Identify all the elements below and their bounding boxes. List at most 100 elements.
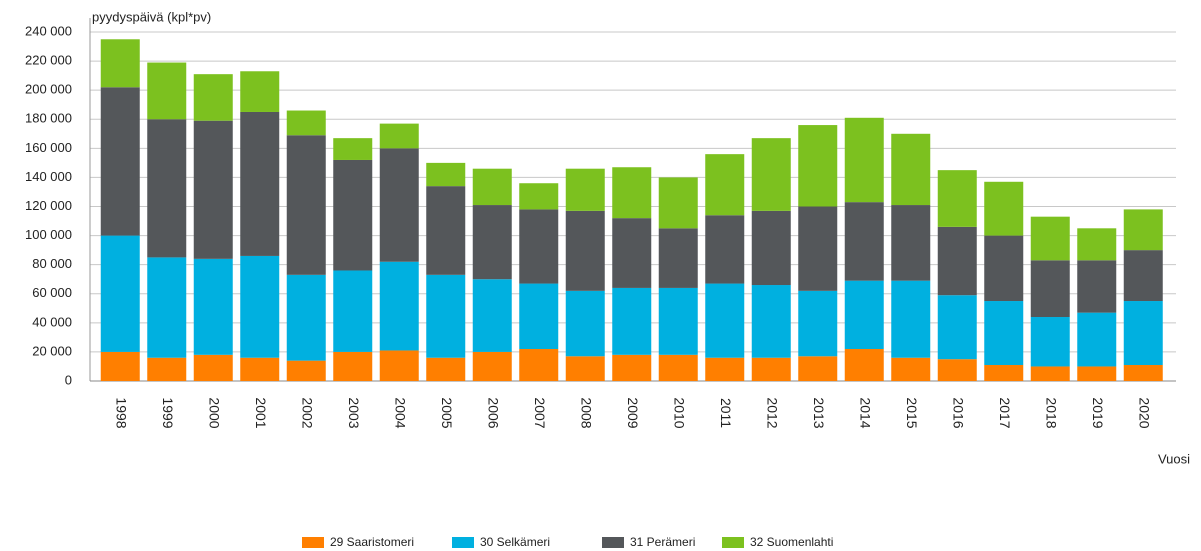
x-tick-label: 2009 bbox=[625, 397, 641, 428]
bar-segment bbox=[286, 135, 326, 275]
x-tick-label: 2011 bbox=[718, 398, 734, 428]
x-tick-label: 2012 bbox=[765, 397, 781, 428]
bar-segment bbox=[751, 357, 791, 381]
legend-swatch bbox=[452, 537, 474, 548]
x-tick-label: 2017 bbox=[997, 397, 1013, 428]
bar-segment bbox=[565, 210, 605, 291]
bar-segment bbox=[147, 119, 187, 258]
bar-segment bbox=[1123, 209, 1163, 251]
bar-segment bbox=[658, 287, 698, 355]
y-tick-label: 60 000 bbox=[32, 285, 72, 300]
bar-segment bbox=[984, 235, 1024, 302]
x-tick-label: 2001 bbox=[253, 397, 269, 428]
bar-segment bbox=[565, 290, 605, 357]
bar-segment bbox=[844, 349, 884, 381]
x-tick-label: 2007 bbox=[532, 397, 548, 428]
bar-segment bbox=[1077, 366, 1117, 381]
y-axis-label: pyydyspäivä (kpl*pv) bbox=[92, 9, 211, 24]
legend-label: 29 Saaristomeri bbox=[330, 535, 414, 549]
bar-segment bbox=[426, 357, 466, 381]
bar-segment bbox=[1030, 216, 1070, 261]
y-tick-label: 120 000 bbox=[25, 198, 72, 213]
bar-segment bbox=[100, 87, 140, 236]
y-tick-label: 140 000 bbox=[25, 169, 72, 184]
y-tick-label: 180 000 bbox=[25, 111, 72, 126]
bar-segment bbox=[937, 295, 977, 360]
bar-segment bbox=[891, 280, 931, 358]
bar-segment bbox=[937, 226, 977, 296]
bar-segment bbox=[751, 138, 791, 211]
bar-segment bbox=[333, 159, 373, 271]
bar-segment bbox=[193, 258, 233, 355]
bar-segment bbox=[984, 181, 1024, 236]
x-tick-label: 2020 bbox=[1137, 397, 1153, 428]
bar-segment bbox=[751, 210, 791, 286]
bar-segment bbox=[1077, 312, 1117, 367]
bar-segment bbox=[1123, 365, 1163, 381]
bar-segment bbox=[193, 120, 233, 259]
x-tick-label: 2008 bbox=[579, 397, 595, 428]
y-tick-label: 220 000 bbox=[25, 53, 72, 68]
bar-segment bbox=[519, 349, 559, 381]
bar-segment bbox=[798, 290, 838, 357]
bar-segment bbox=[333, 270, 373, 352]
y-tick-label: 0 bbox=[65, 372, 72, 387]
bar-segment bbox=[844, 117, 884, 203]
bar-segment bbox=[565, 356, 605, 381]
y-tick-label: 20 000 bbox=[32, 343, 72, 358]
bar-segment bbox=[240, 357, 280, 381]
y-tick-label: 40 000 bbox=[32, 314, 72, 329]
bar-segment bbox=[891, 205, 931, 281]
x-tick-label: 2005 bbox=[439, 397, 455, 428]
x-tick-label: 2004 bbox=[393, 397, 409, 428]
y-tick-label: 200 000 bbox=[25, 82, 72, 97]
bar-segment bbox=[751, 285, 791, 358]
x-tick-label: 2002 bbox=[300, 397, 316, 428]
bar-segment bbox=[658, 177, 698, 229]
x-tick-label: 2014 bbox=[858, 397, 874, 428]
bar-segment bbox=[1123, 301, 1163, 366]
bar-segment bbox=[984, 301, 1024, 366]
bar-segment bbox=[705, 215, 745, 284]
bar-segment bbox=[937, 359, 977, 381]
bar-segment bbox=[100, 235, 140, 352]
bar-segment bbox=[379, 148, 419, 262]
bar-segment bbox=[937, 170, 977, 227]
bar-segment bbox=[519, 209, 559, 284]
bar-segment bbox=[286, 274, 326, 361]
x-tick-label: 2000 bbox=[207, 397, 223, 428]
bar-segment bbox=[240, 71, 280, 112]
bar-segment bbox=[286, 110, 326, 136]
legend-swatch bbox=[602, 537, 624, 548]
bar-segment bbox=[1077, 260, 1117, 313]
x-tick-label: 2019 bbox=[1090, 397, 1106, 428]
bar-segment bbox=[891, 133, 931, 206]
bar-segment bbox=[612, 218, 652, 288]
bar-segment bbox=[798, 206, 838, 291]
y-tick-label: 100 000 bbox=[25, 227, 72, 242]
bar-segment bbox=[844, 280, 884, 350]
bar-segment bbox=[472, 351, 512, 381]
bar-segment bbox=[333, 351, 373, 381]
x-tick-label: 2006 bbox=[486, 397, 502, 428]
bar-segment bbox=[147, 357, 187, 381]
bar-segment bbox=[240, 111, 280, 256]
x-tick-label: 2016 bbox=[951, 397, 967, 428]
bar-segment bbox=[984, 365, 1024, 381]
bar-segment bbox=[426, 162, 466, 187]
bar-segment bbox=[1123, 250, 1163, 302]
x-tick-label: 2010 bbox=[672, 397, 688, 428]
bar-segment bbox=[891, 357, 931, 381]
x-axis-label: Vuosi bbox=[1158, 451, 1190, 466]
bar-segment bbox=[100, 39, 140, 88]
bar-segment bbox=[333, 138, 373, 160]
legend-label: 32 Suomenlahti bbox=[750, 535, 833, 549]
x-tick-label: 2013 bbox=[811, 397, 827, 428]
bar-segment bbox=[426, 274, 466, 358]
x-tick-label: 2015 bbox=[904, 397, 920, 428]
bar-segment bbox=[379, 261, 419, 351]
bar-segment bbox=[565, 168, 605, 211]
bar-segment bbox=[472, 279, 512, 352]
legend-label: 31 Perämeri bbox=[630, 535, 695, 549]
